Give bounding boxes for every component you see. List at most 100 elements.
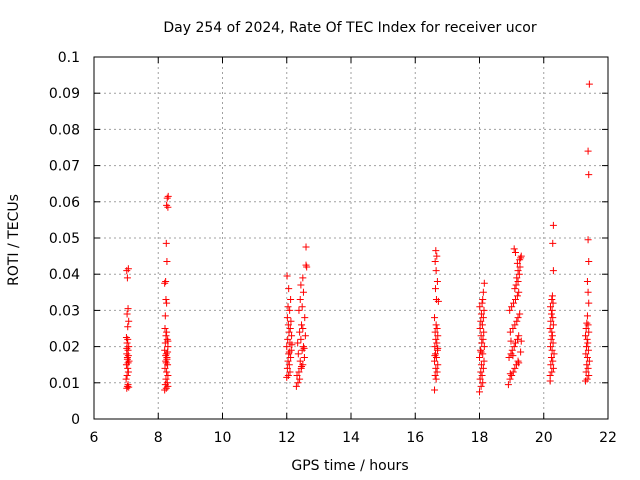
data-point (506, 328, 514, 336)
data-point (547, 335, 555, 343)
data-point (478, 299, 486, 307)
data-point (296, 296, 304, 304)
data-point (297, 335, 305, 343)
data-point (549, 314, 557, 322)
data-point (548, 328, 556, 336)
data-point (546, 303, 554, 311)
x-tick-label: 18 (471, 430, 489, 446)
data-point (514, 314, 522, 322)
data-point (433, 325, 441, 332)
data-point (296, 328, 304, 336)
data-point (508, 346, 516, 354)
data-point (296, 375, 304, 383)
data-point (583, 312, 591, 320)
data-point (162, 350, 170, 358)
data-point (163, 194, 171, 202)
data-point (433, 277, 441, 285)
data-point (431, 258, 439, 266)
data-point (284, 335, 292, 343)
data-point (582, 325, 590, 332)
data-point (582, 377, 590, 385)
data-point (507, 350, 515, 358)
data-point (124, 359, 132, 367)
data-point (477, 382, 485, 390)
data-point (513, 292, 521, 300)
data-point (123, 372, 131, 380)
data-point (296, 357, 304, 365)
data-point (478, 339, 486, 347)
data-point (299, 325, 307, 332)
y-tick-label: 0.04 (49, 267, 80, 283)
data-point (283, 314, 291, 322)
data-point (123, 344, 131, 352)
data-point (549, 221, 557, 229)
data-point (480, 328, 488, 336)
data-point (514, 277, 522, 285)
data-point (432, 364, 440, 372)
y-tick-label: 0.1 (58, 50, 80, 66)
data-point (510, 343, 518, 351)
data-point (283, 272, 291, 280)
grid (94, 57, 608, 419)
data-point (434, 344, 442, 352)
data-point (162, 352, 170, 360)
data-point (477, 317, 485, 325)
data-point (476, 375, 484, 383)
data-point (508, 372, 516, 380)
data-point (125, 317, 133, 325)
data-point (477, 361, 485, 369)
x-tick-label: 8 (154, 430, 163, 446)
data-point (517, 348, 525, 356)
data-point (548, 368, 556, 376)
data-point (299, 288, 307, 296)
data-point (548, 332, 556, 340)
data-point (123, 267, 131, 275)
data-point (513, 335, 521, 343)
data-point (585, 80, 593, 88)
data-point (287, 296, 295, 304)
data-point (163, 299, 171, 307)
data-point (548, 306, 556, 314)
data-point (434, 297, 442, 305)
data-point (161, 325, 169, 332)
data-point (547, 310, 555, 318)
data-point (285, 285, 293, 293)
data-point (300, 344, 308, 352)
data-point (517, 337, 525, 345)
data-point (161, 346, 169, 354)
y-tick-label: 0.03 (49, 303, 80, 319)
data-point (431, 314, 439, 322)
data-point (585, 171, 593, 179)
data-point (549, 299, 557, 307)
data-point (431, 372, 439, 380)
data-point (511, 248, 519, 256)
data-point (125, 383, 133, 391)
data-point (294, 339, 302, 347)
data-point (511, 285, 519, 293)
data-points (122, 80, 593, 396)
y-tick-label: 0.06 (49, 195, 80, 211)
data-point (546, 325, 554, 332)
data-point (476, 353, 483, 361)
data-point (433, 339, 441, 347)
data-point (298, 363, 306, 371)
data-point (585, 299, 593, 307)
data-point (514, 357, 522, 365)
data-point (162, 384, 170, 392)
data-point (432, 375, 440, 383)
data-point (584, 236, 592, 244)
data-point (162, 332, 170, 340)
data-point (284, 321, 292, 329)
data-point (432, 247, 440, 255)
data-point (298, 346, 306, 354)
data-point (162, 375, 170, 383)
data-point (509, 325, 517, 332)
x-tick-label: 16 (406, 430, 424, 446)
data-point (284, 357, 292, 365)
data-point (123, 310, 131, 318)
data-point (123, 355, 131, 363)
data-point (511, 321, 519, 329)
x-tick-label: 12 (278, 430, 296, 446)
data-point (476, 346, 484, 354)
y-tick-label: 0.09 (49, 86, 80, 102)
